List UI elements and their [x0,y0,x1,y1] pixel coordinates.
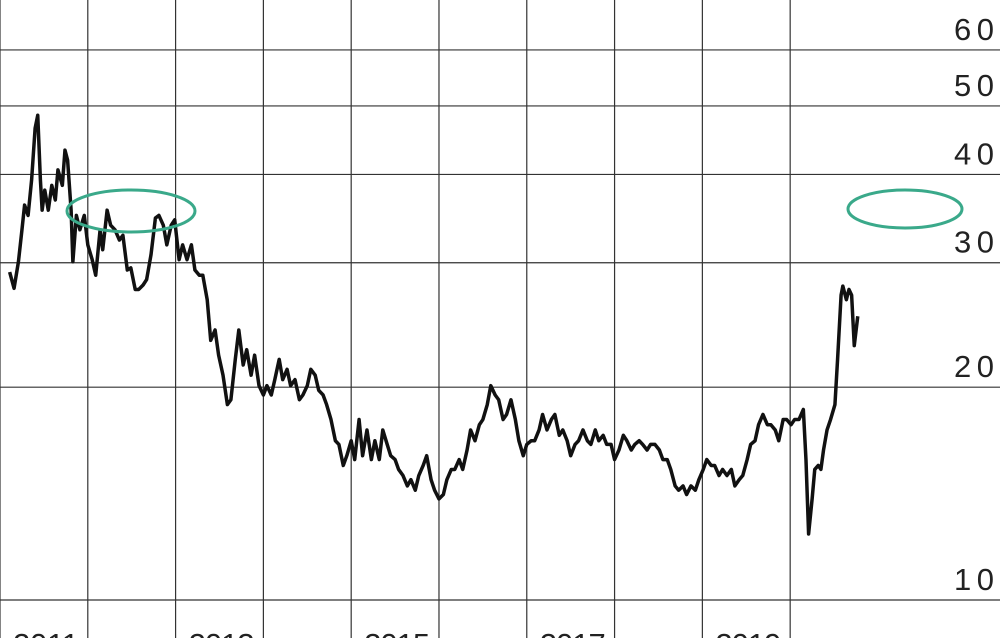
x-tick-label: 2013 [189,627,255,638]
x-tick-label: 2017 [540,627,606,638]
price-line [7,113,860,536]
plot [7,113,860,536]
x-tick-label: 2011 [13,627,79,638]
highlight-ellipse [65,188,197,234]
x-tick-label: 2015 [364,627,430,638]
x-tick-label: 2019 [715,627,781,638]
highlight-ellipse [846,188,964,230]
